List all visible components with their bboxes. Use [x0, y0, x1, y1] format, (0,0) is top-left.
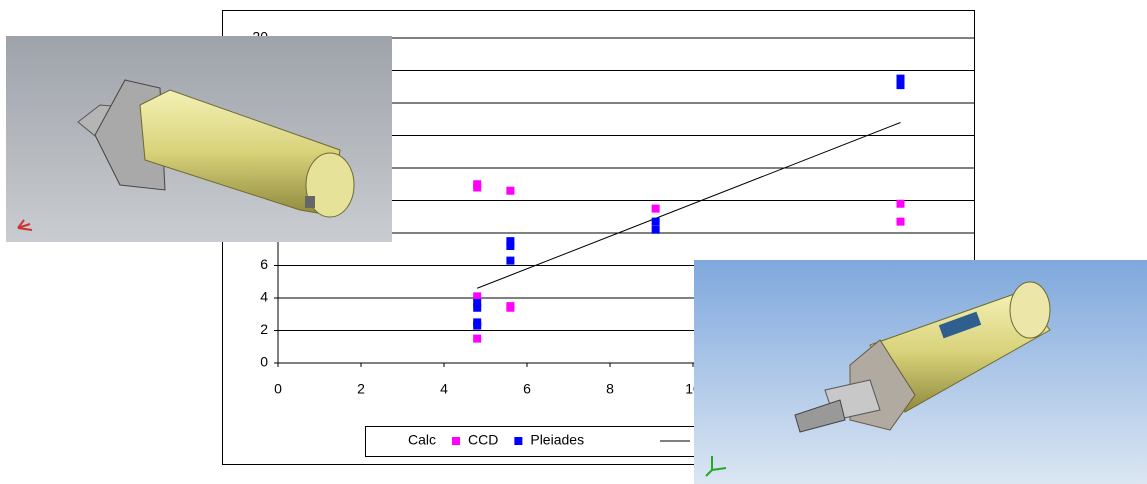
- image-left: [6, 36, 392, 242]
- page: 024681012141618200246810121416CalcCCDPle…: [0, 0, 1147, 484]
- image-right: [694, 260, 1147, 484]
- overlay-images: [0, 0, 1147, 484]
